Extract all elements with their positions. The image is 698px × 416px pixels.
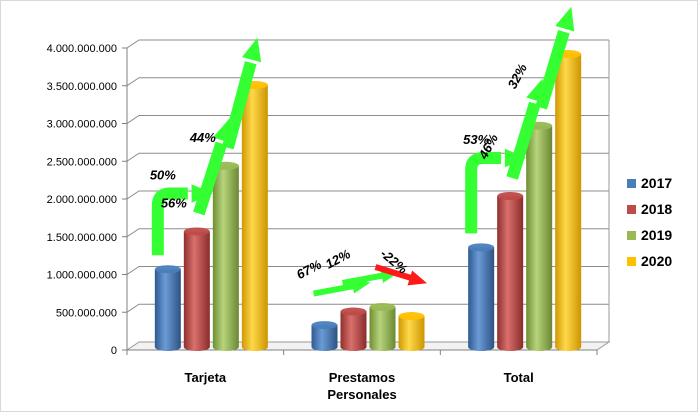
growth-arrow: 44% [189,37,262,150]
legend-swatch [627,179,636,188]
bar-body [154,269,181,351]
bar-body [183,231,210,351]
arrow-shaft [506,101,541,180]
bar [398,312,425,351]
y-tick-label: 3.500.000.000 [47,81,117,93]
legend: 2017 2018 2019 2020 [627,175,672,269]
bar-body [555,54,582,352]
gridline [126,190,609,200]
arrow-shaft [312,282,358,297]
y-tick-label: 1.500.000.000 [47,232,117,244]
legend-swatch [627,231,636,240]
bar [555,50,582,352]
bar-body [526,125,553,351]
bar [241,81,268,351]
y-axis-tick-labels: 0 500.000.000 1.000.000.000 1.500.000.000 2.… [47,43,117,357]
bar-top [398,312,425,321]
arrow-head [555,6,575,32]
gridline [126,152,609,162]
legend-label: 2018 [641,201,672,217]
arrow-shaft [374,264,416,282]
bar [340,307,367,351]
bar-body [212,165,239,351]
gridline [126,77,609,87]
arrow-shaft [193,141,228,216]
bar-top [311,321,338,330]
bar [497,192,524,351]
bar-body [311,325,338,351]
growth-label: 44% [189,130,216,145]
legend-swatch [627,205,636,214]
bar-body [241,85,268,351]
arrow-head [407,270,428,286]
gridline [126,266,609,275]
bar-body [468,247,495,351]
y-tick-label: 500.000.000 [56,307,117,319]
legend-label: 2020 [641,253,672,269]
legend-swatch [627,257,636,266]
legend-label: 2019 [641,227,672,243]
bar-body [497,196,524,351]
growth-label: 50% [150,167,176,182]
bar-top [183,227,210,236]
x-axis-tick-labels: Tarjeta Prestamos Personales Total [184,370,533,402]
y-tick-label: 2.000.000.000 [47,194,117,206]
bar-top [340,307,367,316]
arrow-shaft [341,272,387,286]
arrow-shaft [465,152,502,234]
bar [183,227,210,351]
arrow-head [241,37,262,63]
bar [154,265,181,351]
legend-label: 2017 [641,175,672,191]
arrow-shaft [222,61,257,150]
bar-top [369,302,396,311]
y-tick-label: 0 [111,345,117,357]
bar-top [468,243,495,252]
bars [154,50,582,352]
growth-label: 53% [463,132,489,147]
bar [468,243,495,351]
x-tick-label: Total [504,370,534,385]
bar-body [398,316,425,351]
bar [311,321,338,351]
y-tick-label: 3.000.000.000 [47,119,117,131]
arrow-shaft [151,187,188,256]
x-tick-label: Tarjeta [184,370,226,385]
bar-body [340,311,367,351]
y-tick-label: 4.000.000.000 [47,43,117,55]
y-tick-label: 2.500.000.000 [47,156,117,168]
gridline [126,303,609,313]
growth-arrow: 53% [463,132,527,234]
bar-top [154,265,181,274]
gridlines [126,39,609,313]
gridline [126,115,609,124]
growth-label: 56% [161,195,187,210]
gridline [126,39,609,49]
x-tick-label: Prestamos Personales [327,370,396,402]
gridline [126,228,609,238]
growth-arrow: 56% [161,118,232,216]
bar-top [497,192,524,200]
arrow-shaft [535,30,570,110]
bar [369,302,396,351]
bar [526,121,553,351]
bar-body [369,306,396,351]
bar [212,161,239,351]
y-tick-label: 1.000.000.000 [47,270,117,282]
